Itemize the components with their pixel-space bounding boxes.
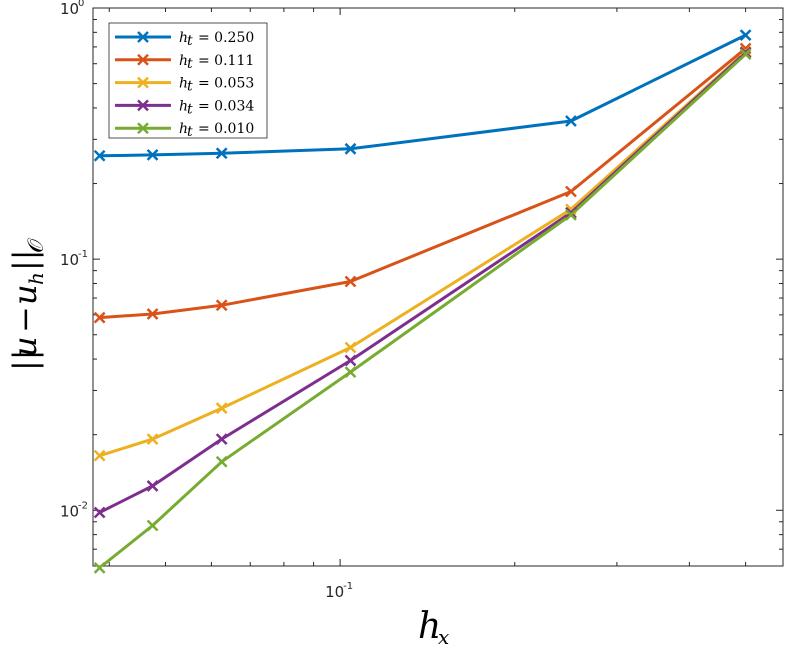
svg-text:= 0.053: = 0.053	[198, 76, 254, 92]
data-point-marker	[215, 455, 228, 468]
svg-text:10: 10	[60, 502, 79, 520]
data-point-marker	[739, 29, 752, 41]
data-point-marker	[146, 433, 159, 446]
svg-text:−: −	[6, 306, 44, 333]
svg-text:10: 10	[325, 583, 344, 601]
svg-text:t: t	[187, 56, 193, 72]
svg-text:= 0.250: = 0.250	[198, 30, 254, 46]
svg-text:h: h	[418, 606, 441, 646]
data-point-marker	[215, 147, 228, 160]
data-point-marker	[565, 185, 577, 198]
svg-text:t: t	[187, 124, 193, 140]
legend-entry: ht = 0.010	[115, 121, 254, 140]
data-point-marker	[565, 115, 577, 127]
svg-text:t: t	[187, 79, 193, 95]
data-point-marker	[146, 480, 159, 492]
svg-text:u: u	[6, 336, 44, 357]
svg-text:u: u	[6, 284, 44, 305]
data-point-marker	[93, 506, 106, 519]
svg-text:10: 10	[60, 0, 79, 18]
series-markers	[93, 29, 752, 574]
svg-text:= 0.111: = 0.111	[198, 53, 254, 69]
data-point-marker	[215, 402, 228, 415]
svg-text:h: h	[179, 121, 188, 137]
data-point-marker	[146, 149, 159, 161]
svg-text:10: 10	[60, 251, 79, 269]
series-lines	[98, 33, 747, 566]
y-tick-label: 10-2	[60, 500, 88, 520]
data-point-marker	[344, 275, 357, 288]
legend-box	[108, 22, 268, 139]
legend-entry: ht = 0.053	[115, 76, 254, 95]
data-point-marker	[146, 308, 159, 320]
svg-text:= 0.010: = 0.010	[198, 121, 254, 137]
x-axis-label: h x	[418, 606, 449, 646]
legend-entry: ht = 0.034	[115, 98, 254, 117]
svg-text:h: h	[179, 76, 188, 92]
legend-entry: ht = 0.250	[115, 30, 254, 49]
svg-text:t: t	[187, 33, 193, 49]
data-point-marker	[344, 366, 357, 378]
data-point-marker	[344, 354, 357, 367]
series-line	[99, 47, 747, 320]
data-point-marker	[565, 206, 577, 219]
data-point-marker	[146, 519, 159, 532]
svg-text:h: h	[24, 272, 48, 285]
series-line	[99, 33, 747, 158]
data-point-marker	[93, 149, 106, 162]
data-point-marker	[93, 311, 106, 324]
data-point-marker	[215, 433, 228, 446]
legend-entry: ht = 0.111	[115, 53, 254, 72]
series-line	[99, 52, 747, 566]
svg-text:0: 0	[78, 0, 84, 9]
y-tick-label: 100	[60, 0, 84, 18]
svg-text:||: ||	[6, 249, 44, 271]
y-axis-label: || u − u h || 𝒪	[6, 237, 49, 371]
data-point-marker	[93, 561, 106, 574]
svg-text:t: t	[187, 101, 193, 117]
y-tick-label: 10-1	[60, 249, 88, 269]
x-tick-label: 10-1	[325, 581, 353, 601]
svg-text:h: h	[179, 30, 188, 46]
data-point-marker	[344, 341, 357, 354]
data-point-marker	[215, 299, 228, 312]
svg-text:h: h	[179, 53, 188, 69]
svg-text:= 0.034: = 0.034	[198, 98, 254, 114]
data-point-marker	[93, 449, 106, 462]
svg-text:||: ||	[6, 349, 44, 371]
svg-text:-1: -1	[78, 249, 88, 260]
svg-text:-1: -1	[343, 581, 353, 592]
data-point-marker	[565, 209, 577, 221]
svg-text:-2: -2	[78, 500, 88, 511]
series-line	[99, 50, 747, 458]
svg-text:h: h	[179, 98, 188, 114]
data-point-marker	[344, 142, 357, 155]
svg-text:x: x	[438, 625, 449, 646]
svg-text:𝒪: 𝒪	[24, 237, 49, 253]
data-point-marker	[739, 48, 752, 61]
